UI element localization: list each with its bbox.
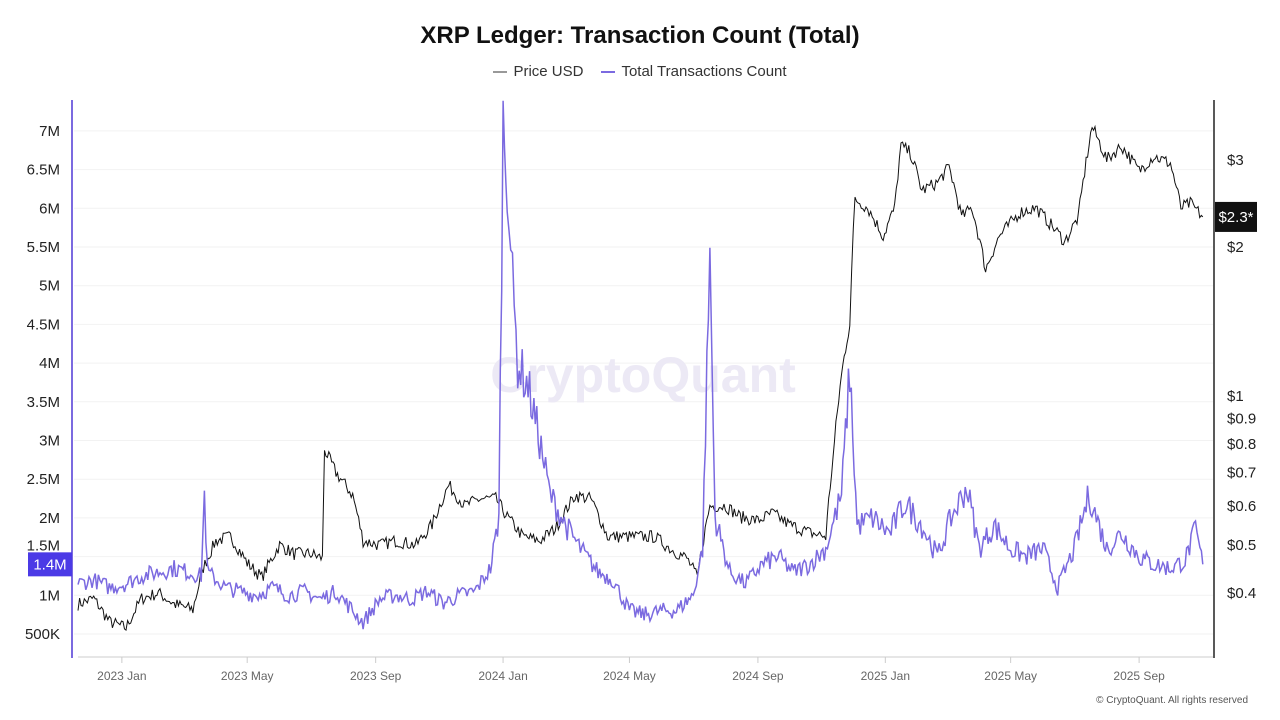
- y-left-tick-label: 5M: [39, 278, 60, 295]
- y-left-tick-label: 4M: [39, 355, 60, 372]
- x-tick-label: 2025 Jan: [861, 669, 910, 683]
- x-tick-label: 2023 Jan: [97, 669, 146, 683]
- chart-title: XRP Ledger: Transaction Count (Total): [420, 22, 860, 49]
- legend-swatch-transactions: [601, 71, 616, 74]
- y-left-tick-label: 2M: [39, 510, 60, 527]
- transactions-line: [77, 100, 1204, 630]
- y-left-tick-label: 500K: [25, 626, 60, 643]
- y-left-tick-label: 1.5M: [27, 537, 60, 554]
- y-right-tick-label: $0.6: [1227, 498, 1256, 515]
- y-right-tick-label: $2: [1227, 239, 1244, 256]
- legend-item-price[interactable]: Price USD: [493, 63, 583, 80]
- x-tick-label: 2024 Jan: [478, 669, 527, 683]
- y-right-tick-label: $0.4: [1227, 585, 1256, 602]
- y-left-tick-label: 3M: [39, 433, 60, 450]
- y-right-tick-label: $0.5: [1227, 537, 1256, 554]
- legend: Price USD Total Transactions Count: [0, 63, 1280, 80]
- current-tx-label: 1.4M: [33, 556, 66, 573]
- y-right-tick-label: $0.8: [1227, 436, 1256, 453]
- y-left-tick-label: 5.5M: [27, 239, 60, 256]
- legend-label-transactions: Total Transactions Count: [621, 63, 787, 80]
- y-left-tick-label: 6M: [39, 200, 60, 217]
- y-left-tick-label: 3.5M: [27, 394, 60, 411]
- x-tick-label: 2023 Sep: [350, 669, 402, 683]
- y-left-tick-label: 2.5M: [27, 471, 60, 488]
- y-left-tick-label: 6.5M: [27, 162, 60, 179]
- credit-text: © CryptoQuant. All rights reserved: [1096, 695, 1248, 706]
- y-right-tick-label: $0.9: [1227, 411, 1256, 428]
- x-tick-label: 2023 May: [221, 669, 274, 683]
- y-left-tick-label: 1M: [39, 587, 60, 604]
- current-price-marker: [1215, 201, 1257, 232]
- price-line: [77, 124, 1204, 631]
- y-right-tick-label: $1: [1227, 388, 1244, 405]
- x-tick-label: 2025 May: [984, 669, 1037, 683]
- y-right-tick-label: $3: [1227, 152, 1244, 169]
- y-left-tick-label: 7M: [39, 123, 60, 140]
- watermark: CryptoQuant: [490, 347, 796, 403]
- current-price-label: $2.3*: [1218, 209, 1253, 226]
- legend-label-price: Price USD: [513, 63, 584, 80]
- x-tick-label: 2025 Sep: [1113, 669, 1165, 683]
- current-tx-marker: [28, 552, 72, 577]
- y-right-tick-label: $0.7: [1227, 465, 1256, 482]
- x-tick-label: 2024 May: [603, 669, 656, 683]
- legend-swatch-price: [493, 71, 508, 74]
- x-tick-label: 2024 Sep: [732, 669, 784, 683]
- legend-item-transactions[interactable]: Total Transactions Count: [601, 63, 787, 80]
- y-left-tick-label: 4.5M: [27, 316, 60, 333]
